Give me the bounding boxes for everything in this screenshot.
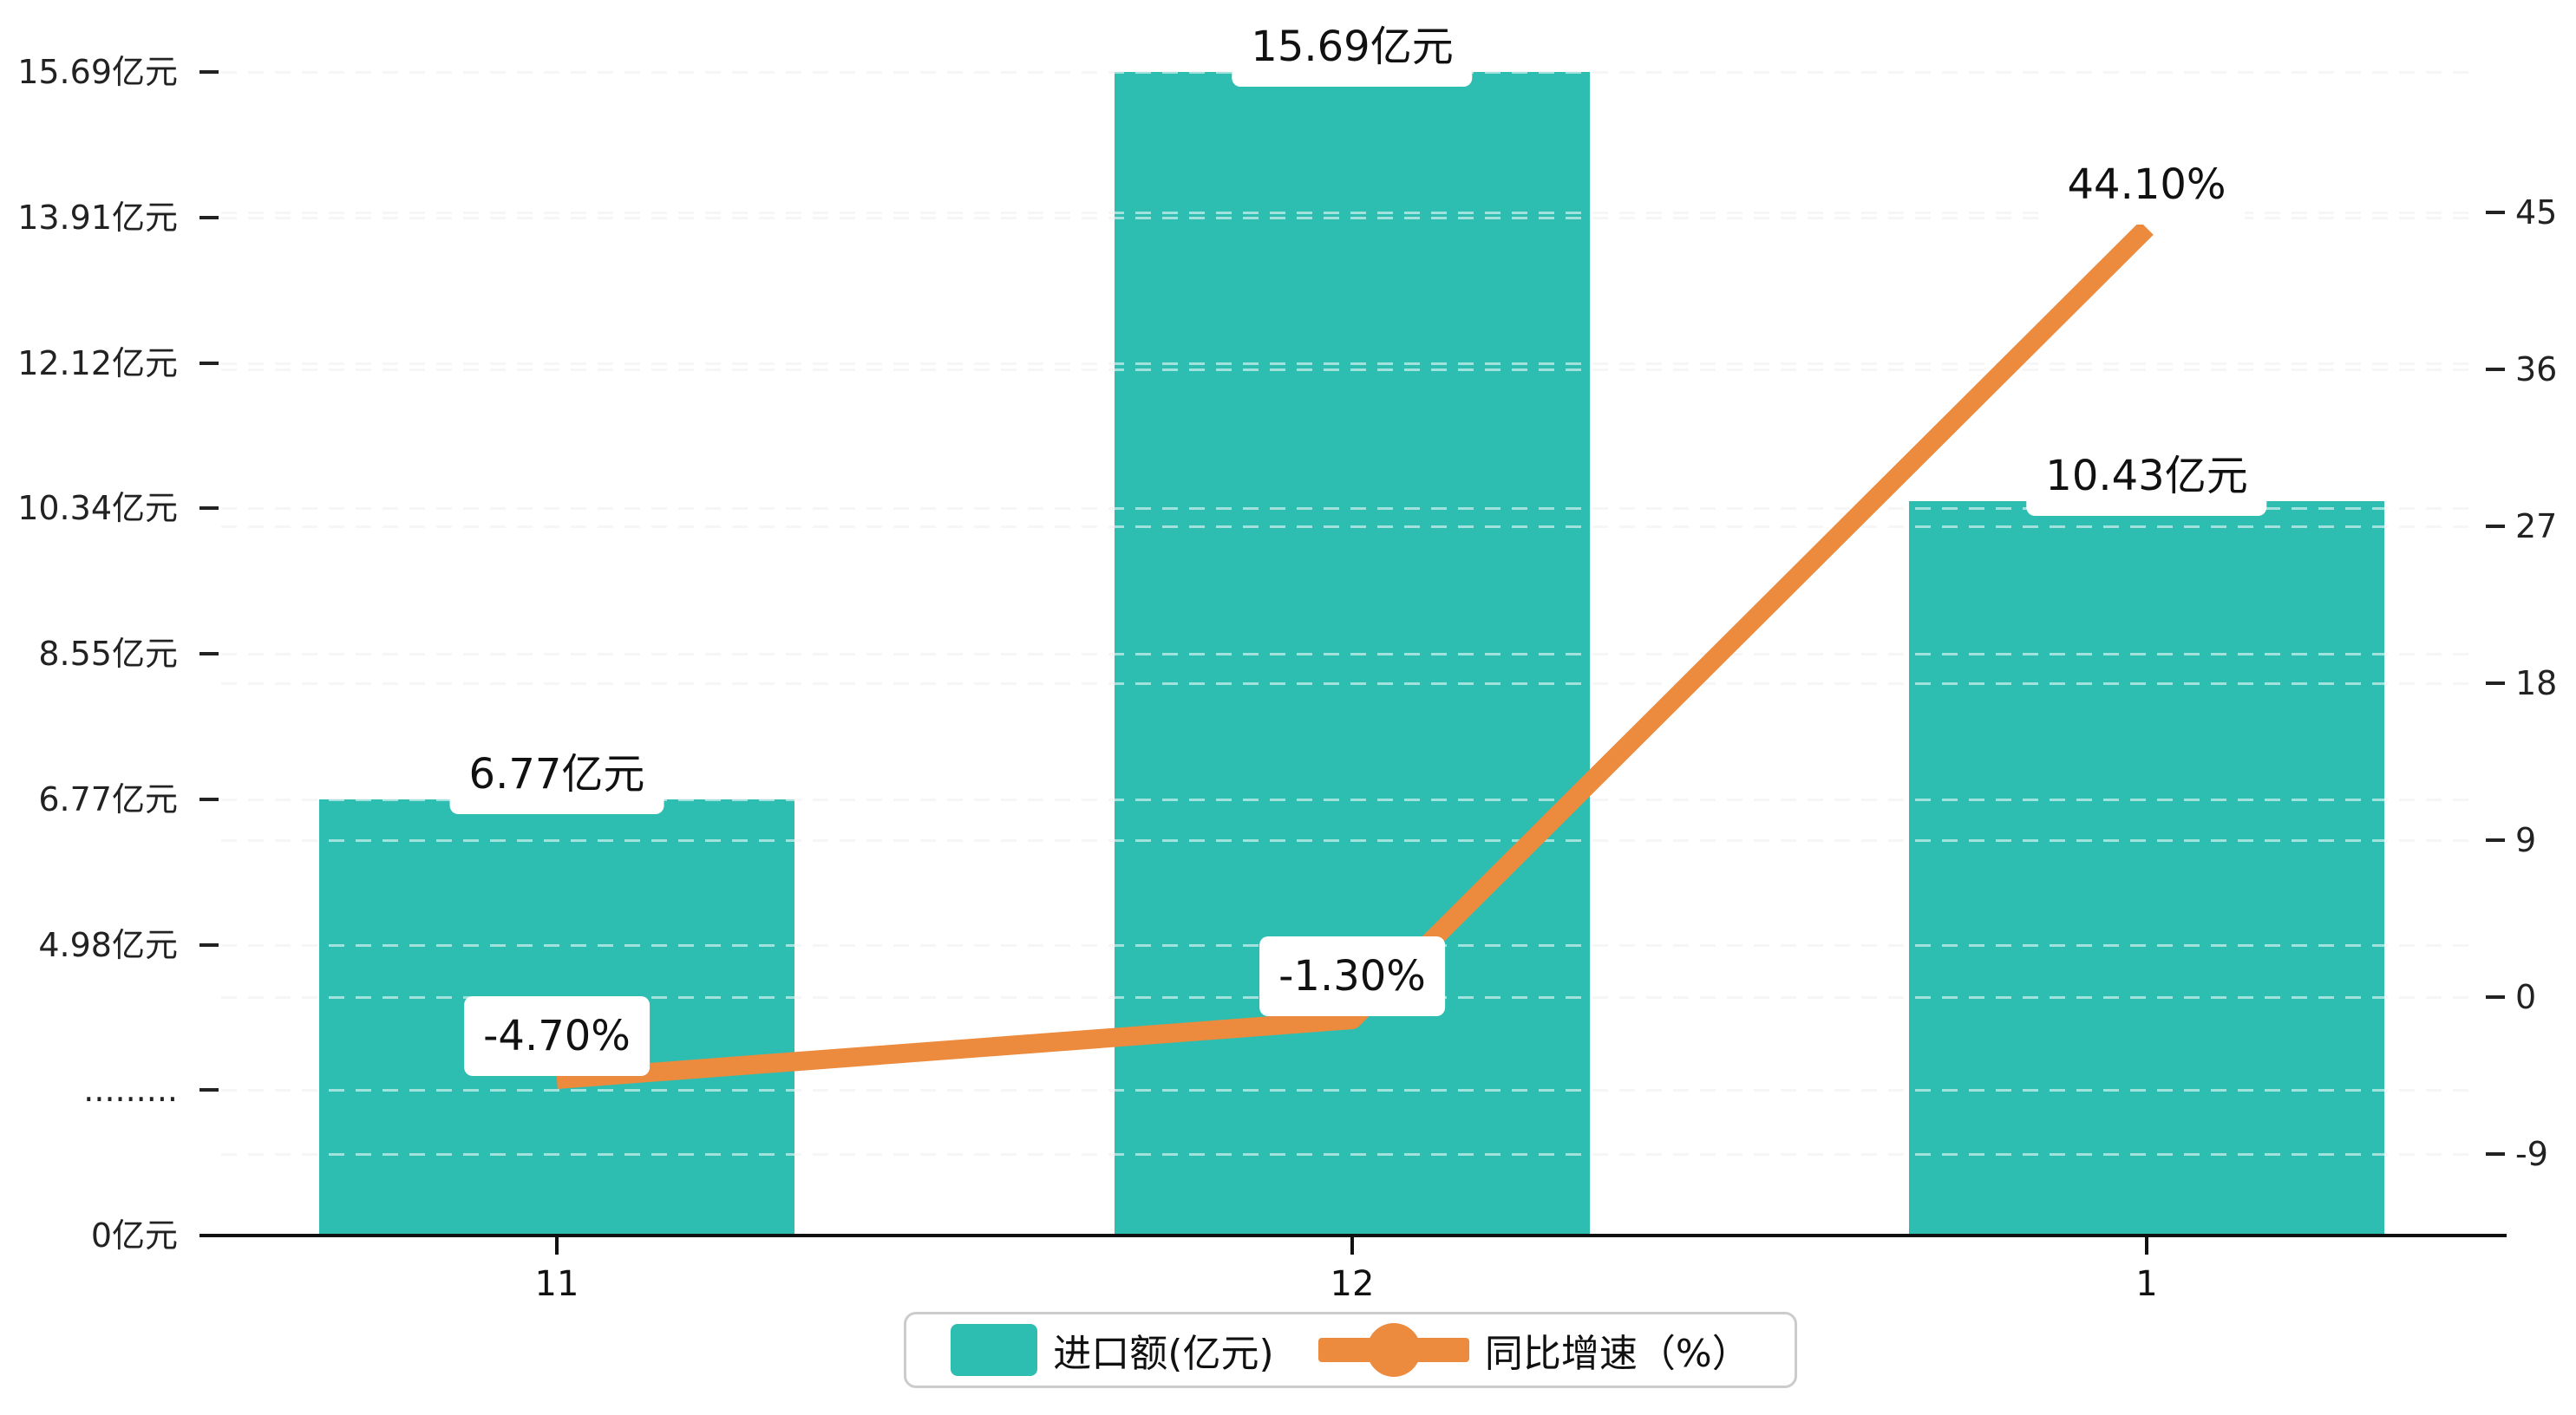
gridline-overlay (221, 507, 2479, 510)
left-axis-tick-label: 15.69亿元 (17, 53, 178, 91)
gridline-overlay (221, 217, 2479, 219)
left-axis-tick-mark (199, 215, 219, 219)
x-axis-tick-mark (2145, 1237, 2148, 1255)
right-axis-tick-label: 9 (2515, 821, 2537, 859)
gridline-overlay (221, 212, 2479, 214)
right-axis-tick-label: 18 (2515, 664, 2558, 702)
gridline-overlay (221, 839, 2479, 842)
bar-value-label: 10.43亿元 (2026, 435, 2267, 516)
right-axis-tick-mark (2486, 368, 2505, 371)
right-axis-tick-mark (2486, 525, 2505, 528)
x-axis-category-label[interactable]: 12 (1330, 1264, 1375, 1304)
line-value-label: -4.70% (464, 995, 650, 1076)
bar-value-label: 6.77亿元 (449, 734, 664, 814)
left-axis-tick-label: 8.55亿元 (38, 635, 178, 673)
right-axis-tick-mark (2486, 995, 2505, 999)
bar-value-label: 15.69亿元 (1232, 7, 1473, 87)
right-axis-tick-label: -9 (2515, 1135, 2548, 1173)
bar-series-swatch-icon (951, 1324, 1038, 1376)
gridline-overlay (221, 1153, 2479, 1156)
x-axis-tick-mark (1350, 1237, 1354, 1255)
left-axis-tick-label: 12.12亿元 (17, 343, 178, 382)
x-axis-category-label[interactable]: 11 (534, 1264, 579, 1304)
legend-item-import-value[interactable]: 进口额(亿元) (951, 1322, 1274, 1378)
x-axis-line (199, 1234, 2507, 1237)
right-axis-tick-mark (2486, 681, 2505, 685)
legend-item-growth-rate[interactable]: 同比增速（%） (1317, 1322, 1750, 1378)
gridline-overlay (221, 368, 2479, 371)
line-series-swatch-icon (1317, 1323, 1469, 1377)
import-value-bar[interactable] (1909, 500, 2384, 1236)
left-axis-tick-mark (199, 506, 219, 511)
legend: 进口额(亿元) 同比增速（%） (904, 1312, 1797, 1388)
right-axis-tick-mark (2486, 838, 2505, 842)
right-axis-tick-mark (2486, 211, 2505, 214)
line-value-label: 44.10% (2048, 145, 2246, 225)
x-axis-tick-mark (555, 1237, 559, 1255)
growth-rate-line[interactable] (556, 221, 2154, 1089)
gridline-overlay (221, 653, 2479, 655)
left-axis-tick-mark (199, 1088, 219, 1092)
gridline-overlay (221, 362, 2479, 365)
right-axis-tick-label: 0 (2515, 978, 2537, 1016)
legend-label-growth-rate: 同比增速（%） (1484, 1332, 1750, 1376)
left-axis-tick-mark (199, 70, 219, 74)
line-swatch-dot (1366, 1323, 1421, 1377)
gridline-overlay (221, 682, 2479, 685)
left-axis-tick-mark (199, 652, 219, 655)
right-axis-tick-label: 36 (2515, 350, 2558, 388)
left-axis-tick-mark (199, 797, 219, 801)
right-axis-tick-label: 27 (2515, 507, 2558, 545)
right-axis-tick-mark (2486, 1152, 2505, 1156)
gridline-overlay (221, 525, 2479, 528)
left-axis-tick-label: 13.91亿元 (17, 198, 178, 237)
left-axis-tick-mark (199, 942, 219, 947)
left-axis-tick-label: 6.77亿元 (38, 779, 178, 818)
line-value-label: -1.30% (1259, 936, 1445, 1017)
gridline-overlay (221, 1089, 2479, 1092)
right-axis-tick-label: 45 (2515, 193, 2558, 231)
left-axis-tick-label: 4.98亿元 (38, 925, 178, 964)
gridline-overlay (221, 799, 2479, 801)
left-axis-tick-label: ......... (83, 1071, 178, 1110)
left-axis-tick-label: 0亿元 (90, 1216, 178, 1255)
left-axis-tick-label: 10.34亿元 (17, 489, 178, 528)
left-axis-tick-mark (199, 361, 219, 365)
legend-label-import-value: 进口额(亿元) (1053, 1332, 1274, 1376)
x-axis-category-label[interactable]: 1 (2135, 1264, 2158, 1304)
